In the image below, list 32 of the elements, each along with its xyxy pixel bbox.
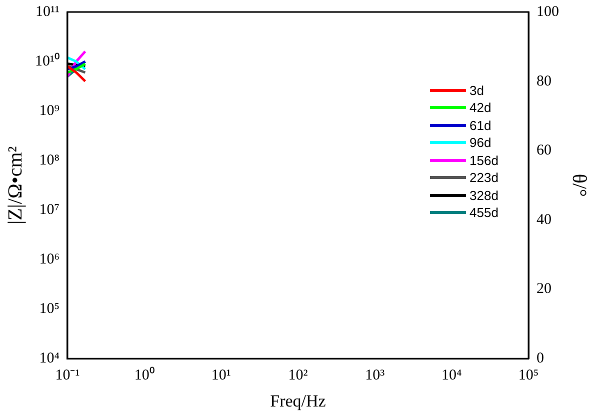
- legend-label: 455d: [470, 205, 498, 220]
- y-tick-label: 10¹¹: [35, 4, 60, 20]
- y2-tick-label: 60: [536, 142, 552, 159]
- legend-label: 223d: [470, 170, 498, 186]
- y-tick-label: 10⁴: [39, 350, 60, 367]
- x-tick-label: 10⁴: [442, 368, 462, 384]
- y2-tick-label: 40: [536, 212, 552, 228]
- legend-label: 61d: [470, 118, 492, 133]
- x-tick-label: 10¹: [211, 368, 231, 384]
- x-tick-label: 10⁰: [134, 366, 154, 384]
- y-tick-label: 10⁸: [39, 152, 60, 168]
- x-tick-label: 10²: [288, 368, 308, 384]
- y2-tick-label: 80: [536, 73, 552, 90]
- y2-tick-label: 100: [536, 4, 559, 20]
- x-tick-label: 10⁵: [518, 368, 539, 384]
- legend-label: 156d: [470, 152, 498, 168]
- y2-tick-label: 20: [536, 281, 552, 298]
- x-tick-label: 10⁻¹: [55, 368, 80, 384]
- legend-label: 42d: [470, 100, 492, 116]
- y-tick-label: 10⁷: [39, 202, 60, 218]
- y2-tick-label: 0: [536, 350, 544, 367]
- legend-label: 328d: [470, 188, 498, 203]
- y-tick-label: 10⁵: [39, 301, 60, 318]
- legend-label: 96d: [470, 135, 492, 150]
- y-tick-label: 10⁶: [39, 252, 60, 268]
- legend-label: 3d: [470, 82, 484, 98]
- y-tick-label: 10⁹: [39, 102, 60, 119]
- y2-axis-title: θ/°: [568, 174, 590, 197]
- x-tick-label: 10³: [365, 368, 386, 384]
- y-tick-label: 10¹⁰: [34, 52, 60, 70]
- x-axis-title: Freq/Hz: [270, 391, 326, 410]
- y-axis-title: |Z|/Ω•cm²: [4, 146, 26, 224]
